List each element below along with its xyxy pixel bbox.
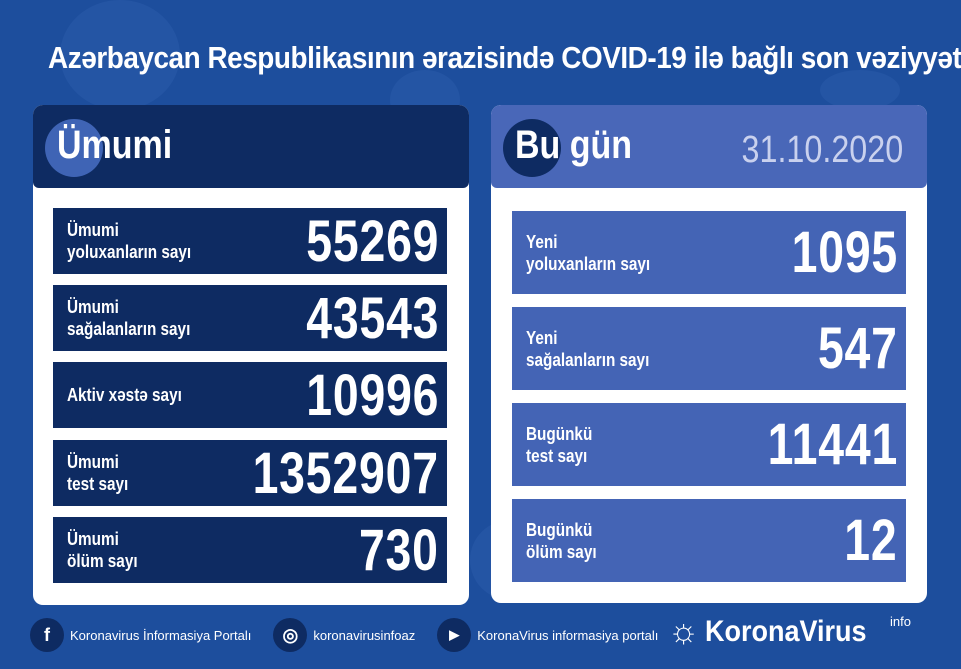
virus-decoration — [60, 0, 180, 110]
footer: f Koronavirus İnformasiya Portalı ◎ korona… — [30, 618, 680, 652]
stat-row: Ümumi test sayı 1352907 — [53, 440, 447, 506]
stat-row: Ümumi yoluxanların sayı 55269 — [53, 208, 447, 274]
brand-suffix: info — [890, 614, 911, 629]
stat-row: Ümumi ölüm sayı 730 — [53, 517, 447, 583]
instagram-icon: ◎ — [273, 618, 308, 652]
stat-label: Ümumi yoluxanların sayı — [67, 220, 192, 262]
facebook-link[interactable]: f Koronavirus İnformasiya Portalı — [30, 618, 251, 652]
total-header: Ümumi — [33, 105, 469, 188]
instagram-text: koronavirusinfoaz — [313, 627, 416, 643]
facebook-text: Koronavirus İnformasiya Portalı — [70, 627, 252, 643]
stat-label: Bugünkü ölüm sayı — [526, 519, 597, 562]
youtube-link[interactable]: ▶ KoronaVirus informasiya portalı — [437, 618, 658, 652]
stat-row: Ümumi sağalanların sayı 43543 — [53, 285, 447, 351]
stat-value: 730 — [359, 517, 439, 583]
sun-virus-icon: ☼ — [668, 612, 700, 650]
today-panel: Bu gün 31.10.2020 Yeni yoluxanların sayı… — [491, 105, 927, 603]
total-heading: Ümumi — [57, 123, 173, 167]
today-header: Bu gün 31.10.2020 — [491, 105, 927, 188]
page-title: Azərbaycan Respublikasının ərazisində CO… — [48, 40, 961, 75]
stat-value: 12 — [844, 508, 898, 573]
date: 31.10.2020 — [741, 129, 903, 171]
total-panel: Ümumi Ümumi yoluxanların sayı 55269 Ümumi… — [33, 105, 469, 605]
stat-label: Ümumi sağalanların sayı — [67, 297, 191, 339]
stat-label: Aktiv xəstə sayı — [67, 385, 182, 405]
stat-value: 10996 — [305, 362, 439, 428]
brand-name: KoronaVirus — [705, 614, 867, 648]
stat-row: Bugünkü test sayı 11441 — [512, 403, 906, 486]
today-heading: Bu gün — [515, 123, 633, 167]
virus-icon — [45, 119, 103, 177]
stat-row: Yeni yoluxanların sayı 1095 — [512, 211, 906, 294]
stat-row: Aktiv xəstə sayı 10996 — [53, 362, 447, 428]
youtube-icon: ▶ — [437, 618, 472, 652]
instagram-link[interactable]: ◎ koronavirusinfoaz — [273, 618, 415, 652]
stat-label: Ümumi test sayı — [67, 452, 129, 494]
stat-value: 1095 — [791, 220, 898, 285]
stat-value: 55269 — [305, 208, 439, 274]
stat-label: Ümumi ölüm sayı — [67, 529, 138, 571]
virus-decoration — [820, 70, 900, 110]
stat-row: Yeni sağalanların sayı 547 — [512, 307, 906, 390]
stat-value: 43543 — [305, 285, 439, 351]
facebook-icon: f — [30, 618, 64, 652]
brand-logo: ☼ KoronaVirus info — [668, 612, 911, 651]
stat-row: Bugünkü ölüm sayı 12 — [512, 499, 906, 582]
stat-label: Bugünkü test sayı — [526, 423, 593, 466]
virus-icon — [503, 119, 561, 177]
stat-value: 1352907 — [252, 440, 439, 506]
stat-label: Yeni sağalanların sayı — [526, 327, 650, 370]
stat-value: 547 — [818, 316, 898, 381]
stat-label: Yeni yoluxanların sayı — [526, 231, 651, 274]
stat-value: 11441 — [767, 412, 898, 477]
youtube-text: KoronaVirus informasiya portalı — [477, 627, 659, 643]
